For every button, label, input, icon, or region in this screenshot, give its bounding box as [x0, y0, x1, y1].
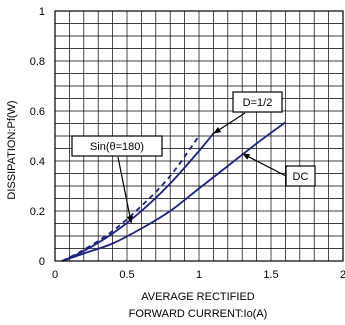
arrowhead-icon [126, 215, 133, 224]
y-tick-label: 0.8 [30, 56, 45, 68]
grid [55, 11, 343, 261]
x-tick-label: 0.5 [119, 269, 134, 281]
y-tick-label: 1 [39, 6, 45, 18]
y-axis-label: DISSIPATION:Pf(W) [6, 100, 18, 199]
annotation-box [285, 165, 316, 187]
annotation-sine: Sin(θ=180) [71, 135, 163, 224]
x-tick-label: 0 [52, 269, 58, 281]
series-layer [61, 121, 286, 262]
y-tick-label: 0.6 [30, 106, 45, 118]
annotation-box [232, 91, 283, 113]
annotation-box [71, 135, 163, 157]
annotation-dc: DC [241, 152, 316, 187]
series-line-d-1-2 [61, 132, 215, 262]
y-tick-label: 0.2 [30, 206, 45, 218]
annotation-label: D=1/2 [243, 97, 273, 109]
annotation-duty-half: D=1/2 [213, 91, 283, 135]
annotation-label: Sin(θ=180) [90, 141, 144, 153]
arrowhead-icon [242, 153, 251, 160]
annotation-arrow [241, 152, 287, 177]
x-tick-label: 2 [340, 269, 345, 281]
x-axis-label-line2: FORWARD CURRENT:Io(A) [129, 308, 268, 320]
series-line-sin-180 [61, 135, 200, 262]
arrowhead-icon [213, 126, 222, 134]
x-tick-label: 1 [196, 269, 202, 281]
y-tick-label: 0 [39, 256, 45, 268]
plot-frame [54, 10, 344, 262]
x-axis-label-line1: AVERAGE RECTIFIED [141, 291, 255, 303]
y-tick-label: 0.4 [30, 156, 45, 168]
x-tick-label: 1.5 [263, 269, 278, 281]
annotations: DC D=1/2 Sin(θ=180) [71, 91, 316, 224]
annotation-arrow [117, 156, 132, 224]
series-line-dc [61, 121, 286, 262]
annotation-label: DC [293, 171, 309, 183]
axis-ticks: 0 0.5 1 1.5 2 0 0.2 0.4 0.6 0.8 1 [30, 6, 345, 281]
